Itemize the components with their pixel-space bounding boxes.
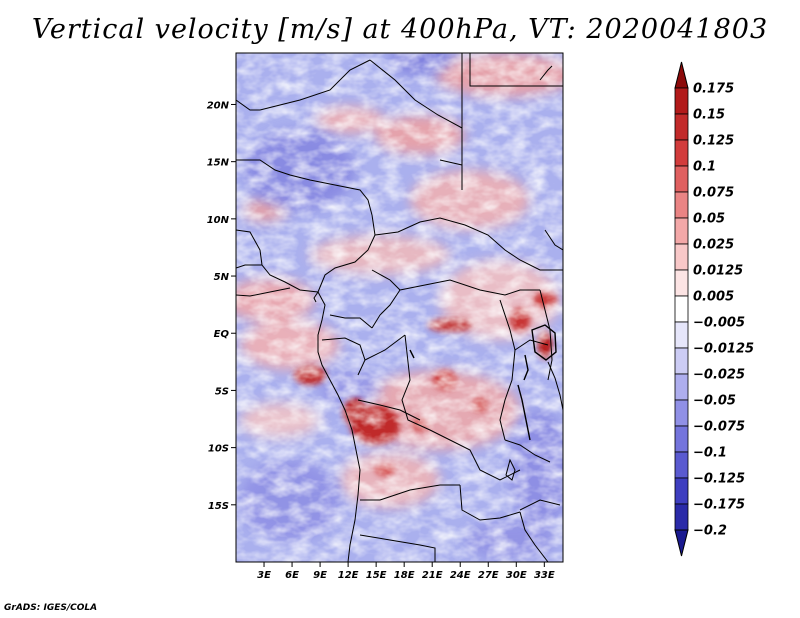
colorbar-swatch (674, 477, 689, 505)
colorbar-swatch (674, 373, 689, 401)
colorbar-label: 0.125 (693, 134, 734, 149)
colorbar-swatch (674, 503, 689, 531)
colorbar-swatch (674, 295, 689, 323)
longitude-ticks: 3E 6E 9E 12E 15E 18E 21E 24E 27E 30E 33E (257, 562, 555, 581)
lon-tick-label: 21E (422, 570, 443, 581)
lon-tick-label: 6E (285, 570, 299, 581)
lat-tick-label: EQ (214, 329, 230, 340)
colorbar-label: 0.025 (693, 238, 734, 253)
colorbar-label: 0.175 (693, 82, 734, 97)
lat-tick-label: 15N (207, 158, 230, 169)
colorbar-swatch (674, 87, 689, 115)
lat-tick-label: 5N (214, 272, 230, 283)
colorbar-swatch (674, 425, 689, 453)
colorbar-label: −0.1 (693, 446, 727, 461)
colorbar-swatch (674, 191, 689, 219)
lon-tick-label: 27E (478, 570, 499, 581)
lon-tick-label: 30E (506, 570, 527, 581)
colorbar-label: 0.05 (693, 212, 725, 227)
lat-tick-label: 5S (215, 386, 229, 397)
colorbar-label: 0.0125 (693, 264, 743, 279)
colorbar: 0.175 0.15 0.125 0.1 0.075 0.05 0.025 0.0125 0.0… (674, 61, 754, 557)
colorbar-label: 0.005 (693, 290, 734, 305)
colorbar-swatch (674, 113, 689, 141)
grads-credit: GrADS: IGES/COLA (4, 603, 98, 613)
lon-tick-label: 15E (366, 570, 387, 581)
colorbar-label: 0.075 (693, 186, 734, 201)
colorbar-bottom-arrow (674, 529, 689, 557)
map-frame (235, 52, 564, 563)
colorbar-label: 0.15 (693, 108, 725, 123)
vertical-velocity-field (236, 53, 563, 562)
colorbar-swatch (674, 321, 689, 349)
lon-tick-label: 9E (313, 570, 327, 581)
colorbar-swatch (674, 399, 689, 427)
lat-tick-label: 10S (208, 444, 229, 455)
colorbar-swatch (674, 243, 689, 271)
colorbar-label: −0.2 (693, 524, 727, 539)
colorbar-swatch (674, 165, 689, 193)
colorbar-label: −0.0125 (693, 342, 754, 357)
colorbar-swatch (674, 269, 689, 297)
colorbar-swatch (674, 451, 689, 479)
colorbar-label: −0.175 (693, 498, 745, 513)
lon-tick-label: 3E (257, 570, 271, 581)
lon-tick-label: 24E (450, 570, 471, 581)
lat-tick-label: 15S (208, 501, 229, 512)
lat-tick-label: 20N (207, 100, 230, 111)
lon-tick-label: 33E (534, 570, 555, 581)
map-title: Vertical velocity [m/s] at 400hPa, VT: 2… (31, 14, 769, 45)
lakes (409, 324, 557, 441)
colorbar-swatch (674, 139, 689, 167)
colorbar-swatch (674, 217, 689, 245)
colorbar-label: −0.075 (693, 420, 745, 435)
colorbar-label: −0.005 (693, 316, 745, 331)
lon-tick-label: 18E (394, 570, 415, 581)
colorbar-label: −0.05 (693, 394, 736, 409)
lat-tick-label: 10N (207, 215, 230, 226)
country-borders (236, 53, 563, 562)
lon-tick-label: 12E (338, 570, 359, 581)
colorbar-label: −0.025 (693, 368, 745, 383)
latitude-ticks: 20N 15N 10N 5N EQ 5S 10S 15S (207, 100, 236, 512)
colorbar-swatch (674, 347, 689, 375)
colorbar-label: 0.1 (693, 160, 716, 175)
colorbar-label: −0.125 (693, 472, 745, 487)
colorbar-top-arrow (674, 61, 689, 89)
